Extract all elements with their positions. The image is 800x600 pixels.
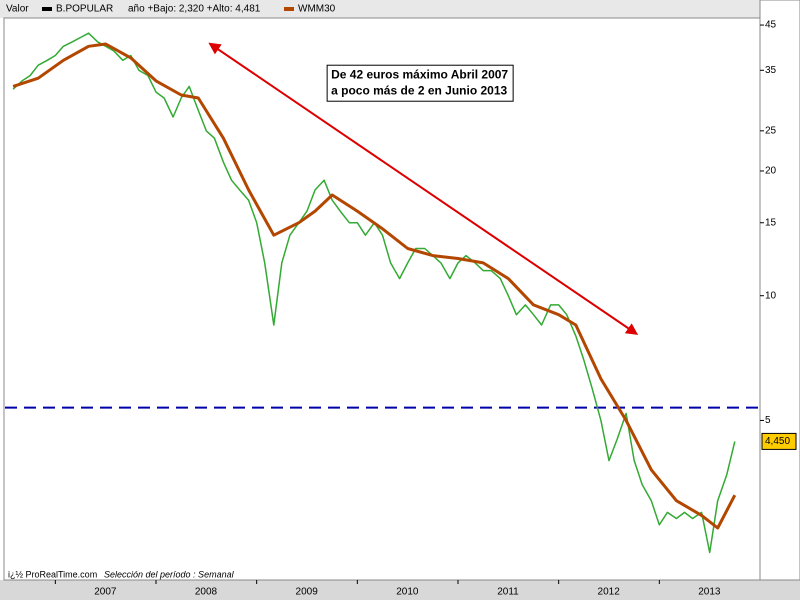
legend-label: WMM30 [298,4,336,15]
legend-swatch [284,7,294,11]
y-axis-area [759,0,800,581]
legend-swatch [42,7,52,11]
y-tick-label: 10 [765,290,777,301]
y-tick-label: 45 [765,20,777,31]
x-tick-label: 2012 [598,587,621,598]
last-price-label: 4,450 [765,436,790,447]
annotation-text: De 42 euros máximo Abril 2007 [331,67,508,81]
x-tick-label: 2008 [195,587,218,598]
y-tick-label: 5 [765,415,771,426]
x-tick-label: 2011 [497,587,519,598]
y-tick-label: 25 [765,125,777,136]
annotation-text: a poco más de 2 en Junio 2013 [331,83,507,97]
y-tick-label: 15 [765,217,777,228]
plot-frame [3,17,761,581]
header-bar [0,0,760,18]
trend-arrow [208,42,639,335]
x-tick-label: 2007 [94,587,117,598]
x-tick-label: 2009 [296,587,319,598]
subtitle: año +Bajo: 2,320 +Alto: 4,481 [128,4,261,15]
x-tick-label: 2010 [396,587,419,598]
x-axis-bar [0,580,800,600]
legend-label: B.POPULAR [56,4,113,15]
annotation-box [326,64,514,102]
y-tick-label: 35 [765,65,777,76]
x-tick-label: 2013 [698,587,721,598]
footer-note: Selección del período : Semanal [104,569,235,579]
footer: i¿½ ProRealTime.com [8,569,97,579]
legend-title: Valor [6,4,29,15]
y-tick-label: 20 [765,166,777,177]
last-price-box [761,432,797,450]
